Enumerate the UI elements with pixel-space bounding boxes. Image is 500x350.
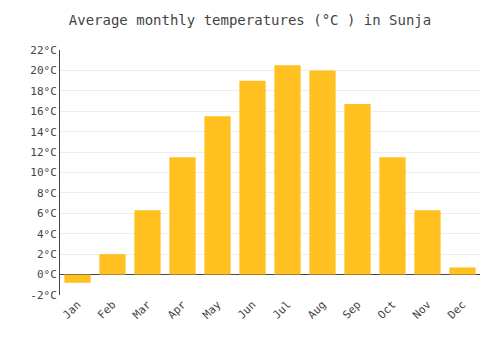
svg-text:18°C: 18°C xyxy=(30,85,57,98)
svg-text:Aug: Aug xyxy=(305,298,328,321)
svg-text:Oct: Oct xyxy=(375,298,398,321)
svg-text:8°C: 8°C xyxy=(37,187,57,200)
svg-text:14°C: 14°C xyxy=(30,126,57,139)
svg-text:May: May xyxy=(200,298,224,322)
svg-text:Apr: Apr xyxy=(165,298,189,322)
svg-text:12°C: 12°C xyxy=(30,146,57,159)
svg-text:0°C: 0°C xyxy=(37,268,57,281)
svg-text:Jan: Jan xyxy=(60,298,83,321)
svg-text:2°C: 2°C xyxy=(37,248,57,261)
svg-text:10°C: 10°C xyxy=(30,166,57,179)
svg-text:16°C: 16°C xyxy=(30,105,57,118)
svg-text:Jun: Jun xyxy=(235,298,258,321)
svg-text:Nov: Nov xyxy=(410,298,434,322)
svg-text:Sep: Sep xyxy=(340,298,363,321)
svg-text:Feb: Feb xyxy=(95,298,118,321)
svg-text:Jul: Jul xyxy=(270,298,293,321)
svg-text:Mar: Mar xyxy=(130,298,154,322)
svg-text:Dec: Dec xyxy=(445,298,468,321)
svg-text:20°C: 20°C xyxy=(30,64,57,77)
svg-text:-2°C: -2°C xyxy=(30,289,57,302)
svg-text:22°C: 22°C xyxy=(30,44,57,57)
svg-text:Average monthly temperatures (: Average monthly temperatures (°C ) in Su… xyxy=(69,12,431,28)
svg-text:4°C: 4°C xyxy=(37,228,57,241)
svg-text:6°C: 6°C xyxy=(37,207,57,220)
